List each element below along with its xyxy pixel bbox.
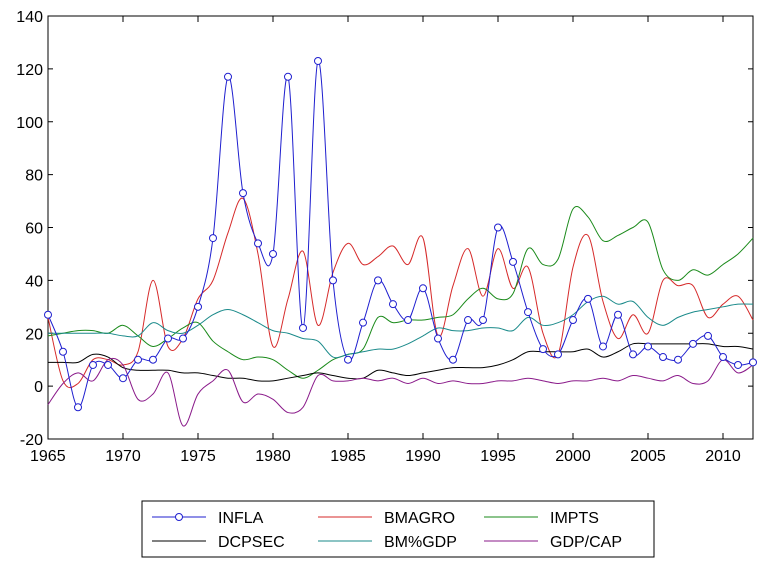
y-tick-label: 100 — [16, 115, 43, 132]
legend-label: INFLA — [218, 510, 264, 527]
y-tick-label: 40 — [25, 273, 43, 290]
data-point — [629, 350, 637, 359]
data-point — [74, 403, 82, 412]
legend-label: BMAGRO — [384, 510, 455, 527]
data-point — [689, 339, 697, 348]
data-point — [314, 56, 322, 65]
data-point — [644, 342, 652, 351]
data-point — [509, 257, 517, 266]
legend-item: BMAGRO — [318, 510, 455, 527]
data-point — [374, 276, 382, 285]
x-tick-label: 1980 — [255, 448, 291, 465]
data-point — [359, 318, 367, 327]
x-tick-label: 1985 — [330, 448, 366, 465]
plot-frame — [47, 15, 754, 440]
legend-item: BM%GDP — [318, 534, 457, 551]
series-dcpsec — [48, 342, 754, 382]
x-tick-label: 2010 — [705, 448, 741, 465]
legend-label: DCPSEC — [218, 534, 285, 551]
data-point — [734, 360, 742, 369]
legend-label: GDP/CAP — [550, 534, 622, 551]
data-point — [104, 360, 112, 369]
data-point — [539, 345, 547, 354]
data-point — [44, 310, 52, 319]
legend-item: INFLA — [152, 510, 264, 527]
data-point — [584, 294, 592, 303]
data-point — [194, 302, 202, 311]
data-point — [464, 316, 472, 325]
y-tick-label: 80 — [25, 168, 43, 185]
data-point — [134, 355, 142, 364]
series-line — [48, 295, 754, 359]
data-point — [419, 284, 427, 293]
x-tick-label: 2000 — [555, 448, 591, 465]
data-point — [524, 308, 532, 317]
x-axis: 1965 1970 1975 1980 1985 1990 1995 2000 2005 2010 — [30, 16, 741, 465]
legend-box — [141, 500, 655, 558]
x-tick-label: 2005 — [630, 448, 666, 465]
y-axis: -20 0 20 40 60 80 100 120 140 — [16, 9, 753, 449]
data-point — [569, 316, 577, 325]
data-point — [89, 360, 97, 369]
series-line — [47, 206, 754, 379]
y-tick-label: 140 — [16, 9, 43, 26]
x-tick-label: 1975 — [180, 448, 216, 465]
x-tick-label: 1995 — [480, 448, 516, 465]
data-point — [704, 331, 712, 340]
legend-item: IMPTS — [484, 510, 599, 527]
data-point — [659, 353, 667, 362]
data-point — [599, 342, 607, 351]
series-infla — [44, 56, 757, 412]
data-point — [749, 358, 757, 367]
data-point — [389, 300, 397, 309]
data-point — [344, 355, 352, 364]
data-point — [719, 353, 727, 362]
series-layer — [44, 56, 757, 427]
data-point — [554, 350, 562, 359]
y-tick-label: 20 — [25, 326, 43, 343]
data-point — [119, 374, 127, 383]
legend-marker — [175, 513, 183, 521]
series-line — [47, 60, 754, 408]
x-tick-label: 1965 — [30, 448, 66, 465]
data-point — [674, 355, 682, 364]
data-point — [434, 334, 442, 343]
legend-item: DCPSEC — [152, 534, 285, 551]
data-point — [479, 316, 487, 325]
data-point — [404, 316, 412, 325]
series-bm-gdp — [48, 295, 754, 359]
data-point — [284, 72, 292, 81]
data-point — [449, 355, 457, 364]
series-impts — [47, 206, 754, 379]
series-line — [47, 357, 754, 427]
legend: INFLA BMAGRO IMPTS DCPSEC BM%GDP GDP/CAP — [141, 500, 655, 558]
y-tick-label: 60 — [25, 221, 43, 238]
data-point — [239, 189, 247, 198]
x-tick-label: 1990 — [405, 448, 441, 465]
data-point — [224, 72, 232, 81]
data-point — [149, 355, 157, 364]
series-line — [48, 342, 754, 382]
data-point — [299, 323, 307, 332]
y-tick-label: 0 — [34, 379, 43, 396]
data-point — [164, 334, 172, 343]
data-point — [209, 234, 217, 243]
data-point — [179, 334, 187, 343]
y-tick-label: -20 — [20, 432, 43, 449]
x-tick-label: 1970 — [105, 448, 141, 465]
data-point — [614, 310, 622, 319]
legend-label: BM%GDP — [384, 534, 457, 551]
data-point — [329, 276, 337, 285]
series-gdp-cap — [47, 357, 754, 427]
data-point — [269, 249, 277, 258]
data-point — [254, 239, 262, 248]
legend-label: IMPTS — [550, 510, 599, 527]
y-tick-label: 120 — [16, 62, 43, 79]
legend-item: GDP/CAP — [484, 534, 622, 551]
data-point — [59, 347, 67, 356]
data-point — [494, 223, 502, 232]
